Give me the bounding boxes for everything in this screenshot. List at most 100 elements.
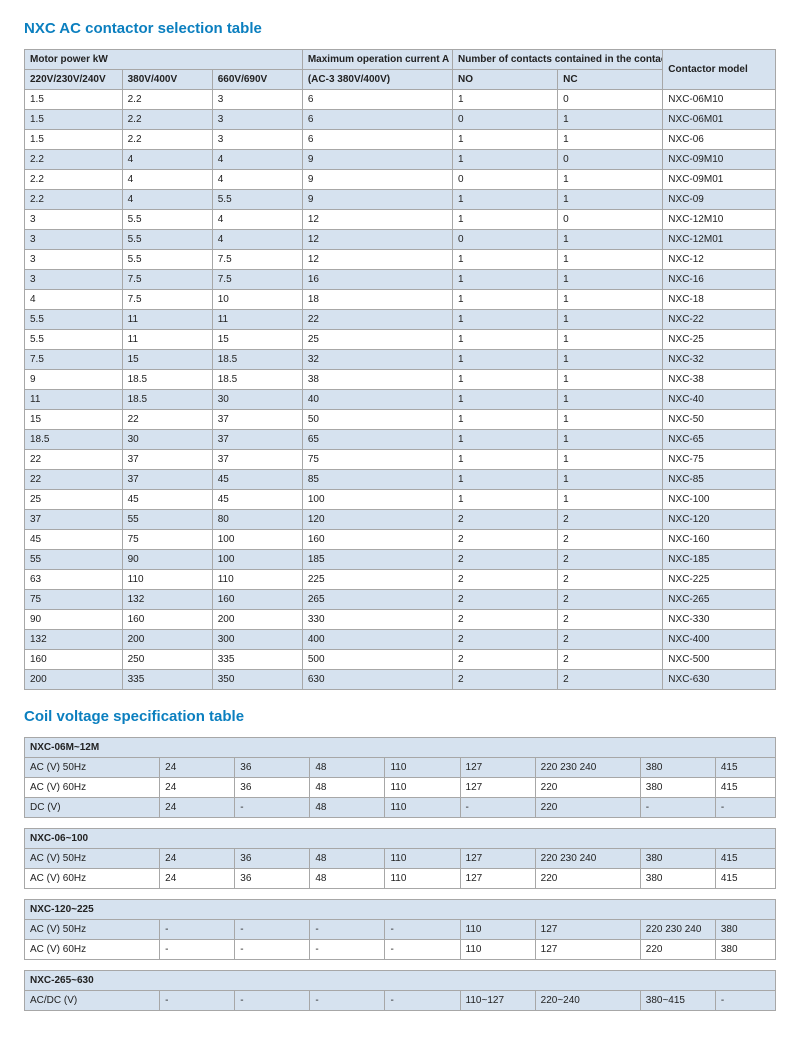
- table-cell: 10: [212, 290, 302, 310]
- selection-table-head: Motor power kW Maximum operation current…: [25, 50, 776, 90]
- table-cell: NXC-16: [663, 270, 776, 290]
- table-cell: 110: [385, 778, 460, 798]
- table-cell: 127: [535, 940, 640, 960]
- table-cell: 6: [302, 110, 452, 130]
- table-cell: 24: [160, 869, 235, 889]
- table-cell: 2: [453, 590, 558, 610]
- table-cell: 200: [25, 670, 123, 690]
- table-cell: 1: [558, 290, 663, 310]
- table-cell: 1: [453, 310, 558, 330]
- table-cell: 415: [715, 758, 775, 778]
- table-cell: 2.2: [122, 90, 212, 110]
- table-cell: 55: [122, 510, 212, 530]
- table-cell: 11: [25, 390, 123, 410]
- table-cell: 18.5: [212, 370, 302, 390]
- table-cell: 300: [212, 630, 302, 650]
- table-cell: 48: [310, 778, 385, 798]
- table-cell: 1: [453, 410, 558, 430]
- table-cell: 400: [302, 630, 452, 650]
- table-cell: 2: [558, 670, 663, 690]
- table-row: AC (V) 50Hz243648110127220 230 240380415: [25, 849, 776, 869]
- table-row: 1.52.23611NXC-06: [25, 130, 776, 150]
- table-cell: 75: [302, 450, 452, 470]
- table-cell: 160: [25, 650, 123, 670]
- table-cell: 110: [212, 570, 302, 590]
- header-contacts: Number of contacts contained in the cont…: [453, 50, 663, 70]
- table-cell: 1: [453, 130, 558, 150]
- table-cell: 220 230 240: [535, 849, 640, 869]
- table-cell: 75: [25, 590, 123, 610]
- table-cell: 1: [558, 410, 663, 430]
- table-cell: 0: [558, 90, 663, 110]
- table-cell: 45: [212, 470, 302, 490]
- table-cell: 24: [160, 758, 235, 778]
- table-row: 7513216026522NXC-265: [25, 590, 776, 610]
- table-row: DC (V)24-48110-220--: [25, 798, 776, 818]
- table-cell: 2: [453, 610, 558, 630]
- table-cell: 350: [212, 670, 302, 690]
- table-cell: NXC-25: [663, 330, 776, 350]
- table-cell: 4: [122, 170, 212, 190]
- table-cell: 18: [302, 290, 452, 310]
- table-cell: 110: [122, 570, 212, 590]
- table-row: 13220030040022NXC-400: [25, 630, 776, 650]
- table-cell: 90: [25, 610, 123, 630]
- coil-block-header: NXC-265~630: [25, 971, 776, 991]
- table-cell: 1: [453, 90, 558, 110]
- table-cell: 15: [212, 330, 302, 350]
- table-cell: -: [385, 991, 460, 1011]
- table-cell: 3: [25, 270, 123, 290]
- table-row: 457510016022NXC-160: [25, 530, 776, 550]
- table-cell: 0: [558, 150, 663, 170]
- table-row: 7.51518.53211NXC-32: [25, 350, 776, 370]
- table-cell: NXC-09M10: [663, 150, 776, 170]
- table-row: 2.245.5911NXC-09: [25, 190, 776, 210]
- table-cell: 127: [460, 758, 535, 778]
- table-cell: 50: [302, 410, 452, 430]
- table-cell: -: [160, 940, 235, 960]
- table-cell: 25: [302, 330, 452, 350]
- table-cell: 12: [302, 230, 452, 250]
- row-label: AC (V) 50Hz: [25, 758, 160, 778]
- selection-table: Motor power kW Maximum operation current…: [24, 49, 776, 690]
- row-label: AC (V) 60Hz: [25, 869, 160, 889]
- table-row: 20033535063022NXC-630: [25, 670, 776, 690]
- table-cell: 1: [453, 450, 558, 470]
- table-cell: 9: [302, 170, 452, 190]
- table-cell: NXC-630: [663, 670, 776, 690]
- table-cell: 4: [122, 150, 212, 170]
- selection-table-title: NXC AC contactor selection table: [24, 20, 776, 37]
- table-cell: 2: [558, 510, 663, 530]
- table-cell: 220: [535, 778, 640, 798]
- table-cell: 45: [212, 490, 302, 510]
- table-cell: 11: [122, 310, 212, 330]
- table-cell: NXC-330: [663, 610, 776, 630]
- table-cell: 415: [715, 778, 775, 798]
- header-model: Contactor model: [663, 50, 776, 90]
- table-cell: NXC-85: [663, 470, 776, 490]
- table-cell: 6: [302, 90, 452, 110]
- table-cell: 4: [212, 230, 302, 250]
- table-cell: 1: [453, 150, 558, 170]
- table-cell: NXC-32: [663, 350, 776, 370]
- table-cell: 1: [558, 190, 663, 210]
- table-cell: -: [640, 798, 715, 818]
- table-cell: 220 230 240: [640, 920, 715, 940]
- table-cell: 2.2: [25, 170, 123, 190]
- table-cell: 7.5: [122, 290, 212, 310]
- table-cell: 185: [302, 550, 452, 570]
- table-cell: 2.2: [25, 150, 123, 170]
- table-cell: 1: [558, 110, 663, 130]
- table-cell: NXC-500: [663, 650, 776, 670]
- table-cell: -: [310, 920, 385, 940]
- table-cell: NXC-75: [663, 450, 776, 470]
- header-motor-power: Motor power kW: [25, 50, 303, 70]
- table-cell: 330: [302, 610, 452, 630]
- table-cell: 3: [212, 130, 302, 150]
- table-cell: 110: [385, 869, 460, 889]
- table-cell: 1.5: [25, 110, 123, 130]
- table-cell: 48: [310, 758, 385, 778]
- table-cell: 127: [460, 778, 535, 798]
- table-cell: 2.2: [25, 190, 123, 210]
- table-cell: 110~127: [460, 991, 535, 1011]
